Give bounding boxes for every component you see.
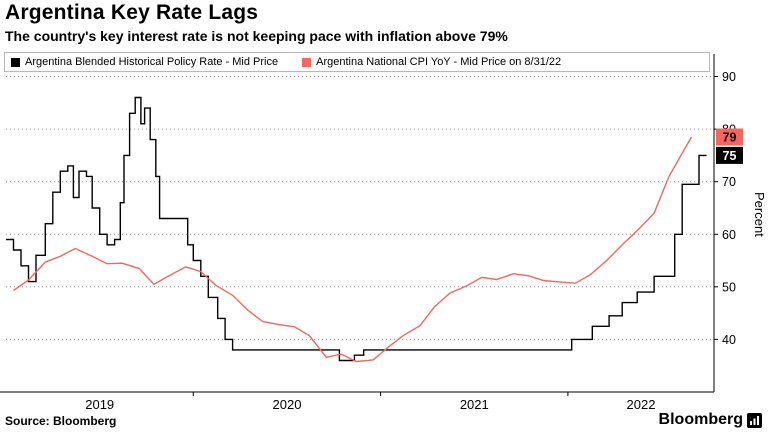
bloomberg-wordmark: Bloomberg: [658, 411, 743, 428]
y-axis-title: Percent: [752, 192, 767, 237]
bloomberg-terminal-icon: [747, 412, 762, 428]
y-tick-label: 60: [722, 228, 736, 242]
legend-label-cpi: Argentina National CPI YoY - Mid Price o…: [316, 56, 562, 68]
y-tick-label: 50: [722, 280, 736, 294]
end-value-badge: [716, 146, 743, 164]
end-value-badge-label: 75: [723, 149, 737, 163]
legend-item-cpi[interactable]: Argentina National CPI YoY - Mid Price o…: [302, 56, 561, 68]
legend-item-policy-rate[interactable]: Argentina Blended Historical Policy Rate…: [11, 56, 278, 68]
cpi-swatch-icon: [302, 57, 312, 67]
page-title: Argentina Key Rate Lags: [5, 1, 259, 24]
source-credit: Source: Bloomberg: [5, 414, 117, 428]
legend-label-policy-rate: Argentina Blended Historical Policy Rate…: [25, 56, 279, 68]
series-line-1: [13, 136, 693, 363]
page-subtitle: The country's key interest rate is not k…: [5, 28, 508, 44]
y-tick-label: 40: [722, 333, 736, 347]
x-tick-label: 2022: [627, 397, 656, 412]
end-value-badge-label: 79: [723, 131, 737, 145]
x-tick-label: 2020: [273, 397, 302, 412]
policy-rate-swatch-icon: [11, 57, 20, 67]
y-tick-label: 70: [722, 175, 736, 189]
x-tick-label: 2019: [85, 397, 114, 412]
y-tick-label: 90: [722, 70, 736, 84]
series-line-0: [6, 96, 707, 362]
x-tick-label: 2021: [460, 397, 489, 412]
end-value-badge: [716, 128, 743, 146]
bloomberg-brand: Bloomberg: [659, 411, 762, 429]
chart-legend: Argentina Blended Historical Policy Rate…: [4, 52, 710, 72]
